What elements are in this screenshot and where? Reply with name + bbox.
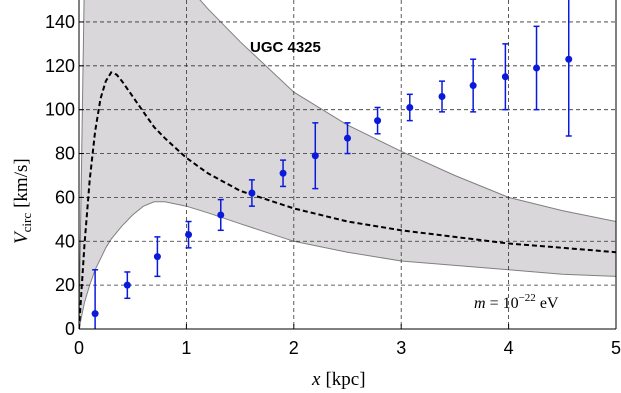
y-tick-label: 80	[55, 144, 75, 164]
y-axis-label-main: V	[11, 230, 32, 244]
x-axis-label-main: x	[311, 369, 321, 390]
data-point	[185, 220, 193, 249]
data-point	[501, 43, 509, 111]
point-marker	[344, 134, 351, 142]
x-tick-label: 5	[611, 338, 621, 358]
point-marker	[248, 189, 256, 197]
y-tick-label: 60	[55, 187, 75, 207]
x-tick-label: 3	[396, 338, 406, 358]
data-point	[153, 236, 161, 278]
point-marker	[217, 211, 225, 219]
band-fill	[79, 0, 616, 329]
data-point	[311, 122, 319, 190]
tick-labels: 0 1 2 3 4 5 0 20 40 60 80 100 120 140	[45, 12, 621, 358]
data-point	[91, 269, 99, 329]
y-tick-label: 100	[45, 100, 75, 120]
data-point	[406, 93, 414, 122]
annotation-unit: eV	[536, 295, 559, 312]
y-axis-label-sub: circ	[19, 213, 34, 233]
point-marker	[501, 73, 509, 81]
point-marker	[123, 281, 131, 289]
point-marker	[279, 169, 287, 177]
point-marker	[91, 310, 99, 318]
x-tick-label: 2	[289, 338, 299, 358]
curve-layer	[79, 71, 616, 329]
data-point	[469, 58, 477, 113]
data-point	[565, 0, 573, 137]
points-layer	[91, 0, 573, 329]
annotation: m = 10−22 eV	[474, 292, 559, 312]
y-tick-label: 20	[55, 275, 75, 295]
data-point	[279, 159, 287, 188]
annotation-exp: −22	[519, 292, 536, 304]
point-marker	[185, 231, 193, 239]
y-tick-label: 0	[65, 319, 75, 339]
y-tick-label: 40	[55, 231, 75, 251]
x-tick-label: 1	[181, 338, 191, 358]
data-point	[248, 179, 256, 207]
point-marker	[406, 103, 414, 111]
x-axis-label: x [kpc]	[311, 369, 366, 390]
point-marker	[311, 152, 319, 160]
band-layer	[79, 0, 616, 329]
point-marker	[438, 93, 446, 101]
data-point	[217, 198, 225, 232]
point-marker	[153, 253, 161, 261]
y-tick-label: 140	[45, 12, 75, 32]
point-marker	[533, 64, 541, 72]
y-axis-label: Vcirc [km/s]	[11, 158, 34, 244]
annotation-prefix: m	[474, 295, 486, 312]
band-upper-edge	[79, 0, 616, 329]
x-axis-label-unit: [kpc]	[325, 369, 365, 390]
x-tick-label: 4	[504, 338, 514, 358]
data-point	[123, 271, 131, 300]
data-point	[344, 122, 351, 155]
annotation-eq: = 10	[486, 295, 519, 312]
data-point	[374, 106, 382, 135]
data-point	[438, 80, 446, 113]
model-curve	[79, 71, 616, 329]
axes-layer	[78, 0, 617, 330]
y-tick-label: 120	[45, 56, 75, 76]
data-point	[533, 25, 541, 111]
point-marker	[469, 82, 477, 90]
x-tick-label: 0	[74, 338, 84, 358]
point-marker	[374, 117, 382, 125]
chart-title: UGC 4325	[250, 39, 321, 56]
point-marker	[565, 55, 573, 63]
band-lower-edge	[79, 201, 616, 329]
y-axis-label-unit: [km/s]	[11, 158, 32, 208]
